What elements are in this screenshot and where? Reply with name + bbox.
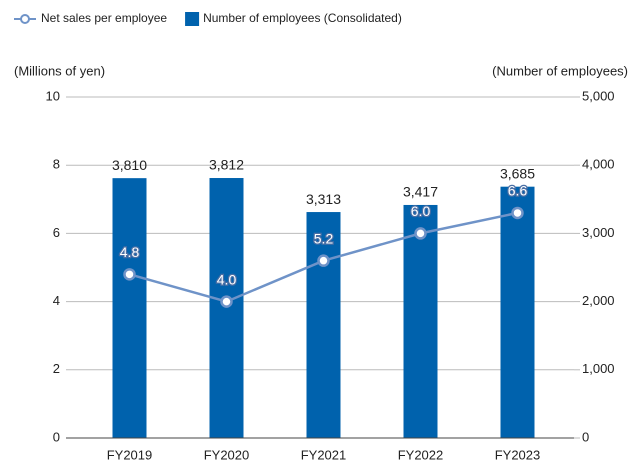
bar-value-label: 3,810: [112, 157, 147, 173]
x-tick-label: FY2020: [204, 447, 250, 462]
y2-tick-label: 3,000: [582, 225, 615, 240]
y-tick-label: 10: [46, 88, 60, 103]
bar-value-label: 3,313: [306, 191, 341, 207]
y-tick-label: 6: [53, 225, 60, 240]
line-value-label: 4.8: [120, 244, 140, 260]
bar: [403, 204, 438, 438]
y-tick-label: 8: [53, 157, 60, 172]
y2-tick-label: 1,000: [582, 361, 615, 376]
bar: [209, 178, 244, 438]
line-value-label: 5.2: [314, 230, 334, 246]
y2-tick-label: 2,000: [582, 293, 615, 308]
line-marker: [220, 295, 233, 308]
legend-label: Net sales per employee: [41, 11, 167, 25]
x-tick-label: FY2023: [495, 447, 541, 462]
y2-tick-label: 0: [582, 429, 589, 444]
y-tick-label: 4: [53, 293, 60, 308]
x-tick-label: FY2019: [107, 447, 153, 462]
line-value-label: 6.6: [508, 183, 528, 199]
legend-label: Number of employees (Consolidated): [203, 11, 402, 25]
y-tick-label: 0: [53, 429, 60, 444]
x-tick-label: FY2022: [398, 447, 444, 462]
y-tick-label: 2: [53, 361, 60, 376]
legend-marker: [20, 14, 30, 24]
line-marker: [414, 227, 427, 240]
line-value-label: 4.0: [217, 271, 237, 287]
bar-value-label: 3,685: [500, 165, 535, 181]
bar-value-label: 3,417: [403, 184, 438, 200]
bar-value-label: 3,812: [209, 157, 244, 173]
x-tick-label: FY2021: [301, 447, 347, 462]
bar: [112, 178, 147, 438]
line-marker: [317, 254, 330, 267]
bar: [306, 212, 341, 438]
legend-swatch: [185, 12, 200, 26]
line-marker: [123, 268, 136, 281]
line-value-label: 6.0: [411, 203, 431, 219]
y2-tick-label: 4,000: [582, 157, 615, 172]
line-marker: [511, 206, 524, 220]
y2-tick-label: 5,000: [582, 88, 615, 103]
bar: [500, 186, 535, 438]
y-axis-label: (Millions of yen): [14, 63, 105, 78]
y2-axis-label: (Number of employees): [492, 63, 628, 78]
